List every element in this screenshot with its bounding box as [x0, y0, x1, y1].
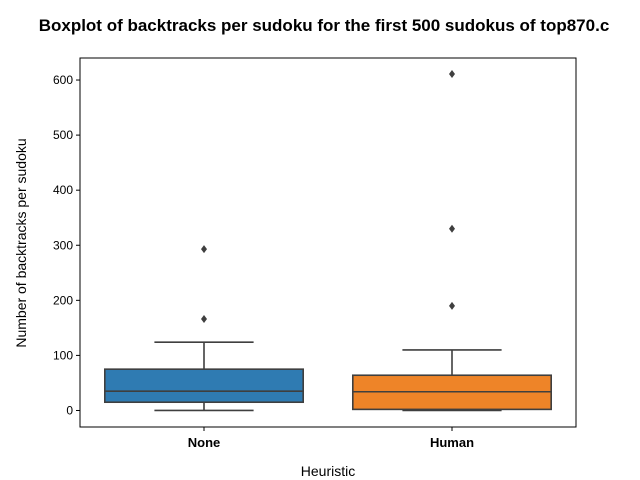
x-tick-label: Human — [430, 435, 474, 450]
y-tick-label: 0 — [66, 403, 73, 417]
outlier-point — [201, 245, 207, 254]
x-axis-label: Heuristic — [301, 463, 355, 479]
plot-frame — [79, 57, 577, 428]
y-tick-label: 200 — [53, 293, 73, 307]
y-tick-label: 500 — [53, 128, 73, 142]
outlier-point — [449, 69, 455, 78]
x-tick-label: None — [188, 435, 221, 450]
y-axis-label: Number of backtracks per sudoku — [13, 138, 29, 347]
plot-area: 0 100 200 300 400 500 600 None Human — [53, 57, 577, 450]
y-tick-label: 300 — [53, 238, 73, 252]
outlier-point — [449, 301, 455, 310]
y-tick-label: 600 — [53, 73, 73, 87]
y-tick-label: 400 — [53, 183, 73, 197]
chart-title: Boxplot of backtracks per sudoku for the… — [39, 16, 610, 35]
box-none — [104, 368, 304, 404]
outlier-point — [449, 224, 455, 233]
y-tick-label: 100 — [53, 348, 73, 362]
outlier-point — [201, 315, 207, 324]
